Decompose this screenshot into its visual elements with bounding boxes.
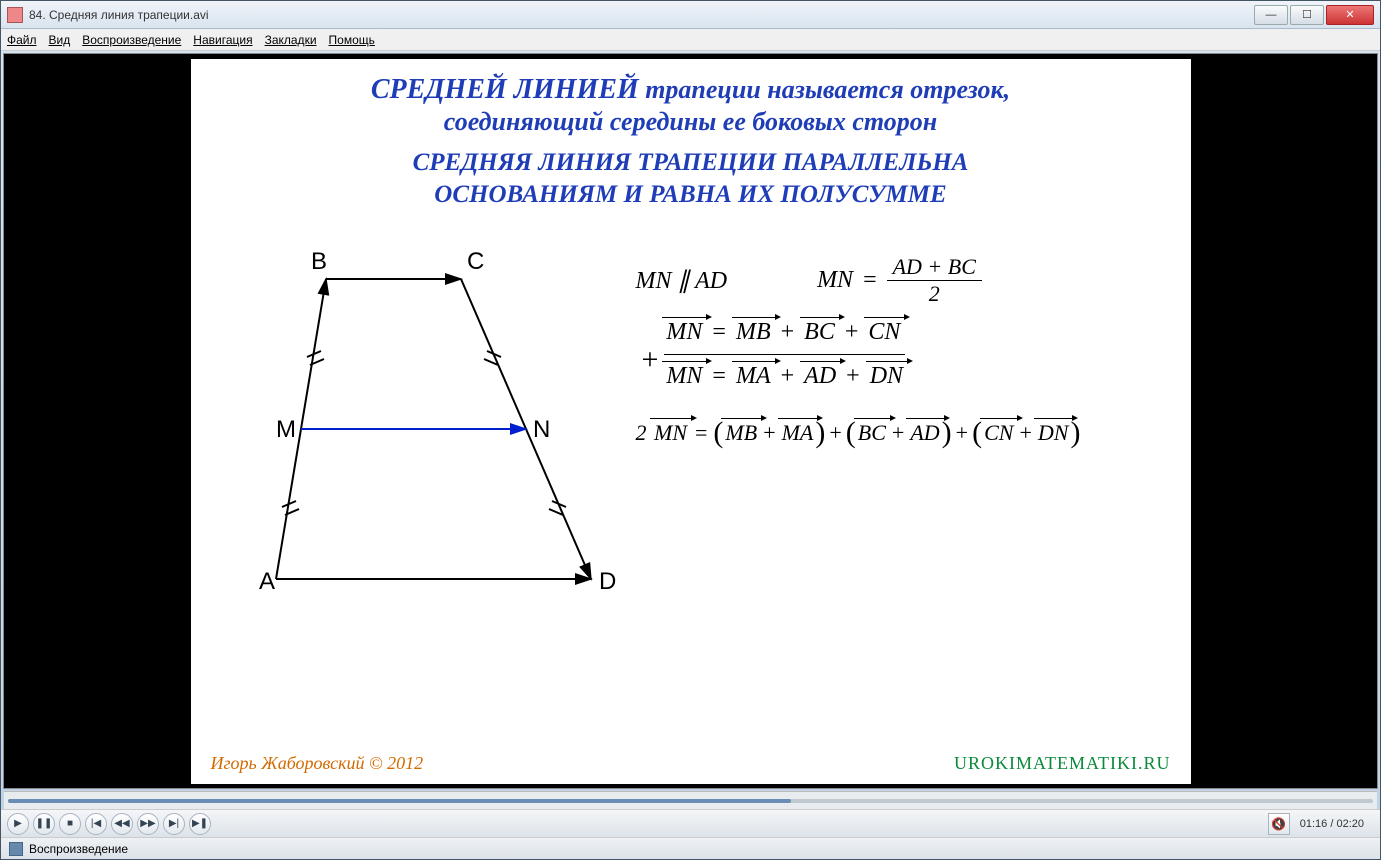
formula-vec-sum-2: MN = MA + AD + DN bbox=[664, 363, 905, 390]
brace-plus: + bbox=[642, 343, 659, 377]
slide-author: Игорь Жаборовский © 2012 bbox=[211, 753, 424, 774]
next-button[interactable]: ▶| bbox=[163, 813, 185, 835]
pause-button[interactable]: ❚❚ bbox=[33, 813, 55, 835]
menu-playback[interactable]: Воспроизведение bbox=[82, 33, 181, 47]
slide-site: UROKIMATEMATIKI.RU bbox=[954, 753, 1171, 774]
menu-help[interactable]: Помощь bbox=[329, 33, 375, 47]
play-button[interactable]: ▶ bbox=[7, 813, 29, 835]
controls: ▶ ❚❚ ■ |◀ ◀◀ ▶▶ ▶| ▶❚ 🔇 01:16 / 02:20 bbox=[1, 809, 1380, 837]
trapezoid-diagram: A B C D M N bbox=[221, 239, 641, 619]
formula-parallel: MN ∥ AD bbox=[636, 266, 728, 295]
time-display: 01:16 / 02:20 bbox=[1300, 818, 1364, 830]
stop-button[interactable]: ■ bbox=[59, 813, 81, 835]
menu-bookmarks[interactable]: Закладки bbox=[265, 33, 317, 47]
menu-view[interactable]: Вид bbox=[49, 33, 71, 47]
prev-button[interactable]: |◀ bbox=[85, 813, 107, 835]
app-icon bbox=[7, 7, 23, 23]
video-area[interactable]: СРЕДНЕЙ ЛИНИЕЙ трапеции называется отрез… bbox=[3, 53, 1378, 789]
label-N: N bbox=[533, 416, 550, 443]
maximize-button[interactable]: ☐ bbox=[1290, 5, 1324, 25]
window-controls: — ☐ ✕ bbox=[1252, 5, 1374, 25]
menu-file[interactable]: Файл bbox=[7, 33, 37, 47]
formula-vec-sum-1: MN = MB + BC + CN bbox=[664, 319, 905, 355]
label-A: A bbox=[259, 568, 275, 595]
label-C: C bbox=[467, 248, 484, 275]
status-text: Воспроизведение bbox=[29, 842, 128, 856]
forward-button[interactable]: ▶▶ bbox=[137, 813, 159, 835]
titlebar[interactable]: 84. Средняя линия трапеции.avi — ☐ ✕ bbox=[1, 1, 1380, 29]
close-button[interactable]: ✕ bbox=[1326, 5, 1374, 25]
step-button[interactable]: ▶❚ bbox=[189, 813, 211, 835]
window-title: 84. Средняя линия трапеции.avi bbox=[29, 8, 1252, 22]
label-M: M bbox=[276, 416, 296, 443]
minimize-button[interactable]: — bbox=[1254, 5, 1288, 25]
menubar: Файл Вид Воспроизведение Навигация Закла… bbox=[1, 29, 1380, 51]
slide-heading-2: СРЕДНЯЯ ЛИНИЯ ТРАПЕЦИИ ПАРАЛЛЕЛЬНА ОСНОВ… bbox=[191, 141, 1191, 214]
slide-footer: Игорь Жаборовский © 2012 UROKIMATEMATIKI… bbox=[211, 753, 1171, 774]
slide: СРЕДНЕЙ ЛИНИЕЙ трапеции называется отрез… bbox=[191, 59, 1191, 784]
formula-midline-length: MN = AD + BC 2 bbox=[817, 254, 982, 307]
seek-progress bbox=[8, 799, 791, 803]
label-B: B bbox=[311, 248, 327, 275]
app-window: 84. Средняя линия трапеции.avi — ☐ ✕ Фай… bbox=[0, 0, 1381, 860]
statusbar: Воспроизведение bbox=[1, 837, 1380, 859]
seekbar[interactable] bbox=[4, 791, 1377, 809]
formulas: MN ∥ AD MN = AD + BC 2 + MN bbox=[636, 254, 1176, 462]
rewind-button[interactable]: ◀◀ bbox=[111, 813, 133, 835]
label-D: D bbox=[599, 568, 616, 595]
mute-button[interactable]: 🔇 bbox=[1268, 813, 1290, 835]
formula-sum-total: 2 MN = ( MB + MA ) + ( BC + AD ) + ( CN bbox=[636, 416, 1176, 450]
status-icon bbox=[9, 842, 23, 856]
slide-heading-1: СРЕДНЕЙ ЛИНИЕЙ трапеции называется отрез… bbox=[191, 59, 1191, 142]
menu-navigation[interactable]: Навигация bbox=[193, 33, 252, 47]
